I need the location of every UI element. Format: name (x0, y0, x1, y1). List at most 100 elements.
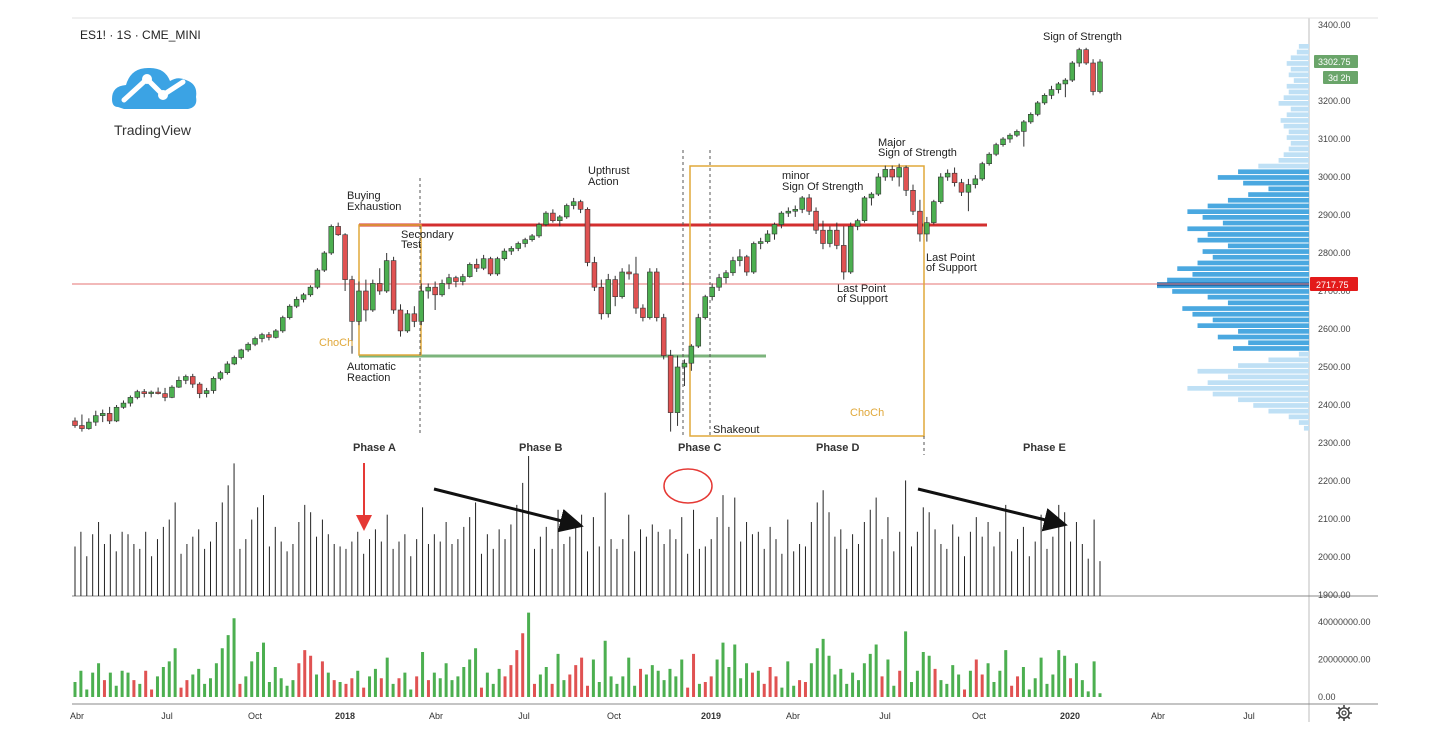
candle-body (709, 286, 715, 298)
candle (799, 196, 805, 214)
candle (494, 256, 501, 276)
candle-body (238, 349, 244, 358)
candle-body (584, 209, 591, 263)
volume-bar (568, 674, 572, 697)
volume-bar (426, 680, 430, 697)
volume-profile-bar (1192, 311, 1309, 317)
volume-bar (332, 680, 336, 697)
candle (910, 184, 916, 215)
volume-profile-bar (1227, 374, 1309, 380)
candle-body (446, 277, 452, 284)
volume-profile-bar (1207, 294, 1309, 300)
volume-bar (939, 680, 943, 697)
price-tick-label: 3400.00 (1318, 20, 1351, 30)
volume-bar (968, 670, 972, 697)
candle (619, 268, 625, 299)
volume-profile-bar (1238, 329, 1309, 334)
candle-body (654, 271, 660, 318)
candle-body (328, 226, 334, 254)
annotation-line: Sign Of Strength (782, 181, 863, 193)
volume-bar (1069, 678, 1073, 697)
volume-bar (438, 678, 442, 697)
candle-body (577, 201, 584, 210)
volume-bar (580, 657, 584, 697)
time-tick-label: Abr (70, 711, 84, 721)
volume-bar (609, 676, 613, 697)
volume-profile-bar (1248, 192, 1309, 197)
candle (286, 304, 293, 320)
volume-bar (1004, 650, 1008, 697)
candle (259, 332, 265, 343)
candle-body (487, 258, 494, 275)
candle (72, 417, 78, 428)
annotation-upthrust-action: Upthrust Action (588, 165, 630, 188)
candle (577, 199, 584, 214)
candle-body (965, 184, 972, 193)
candle-body (1090, 62, 1096, 92)
candle (134, 389, 141, 400)
candle-body (882, 169, 889, 178)
volume-bar (986, 663, 990, 697)
candle (210, 376, 217, 394)
candle-body (106, 413, 113, 422)
volume-bar (633, 685, 637, 697)
marked-price-value: 2717.75 (1316, 280, 1349, 290)
phase-label: Phase A (353, 442, 396, 454)
annotation-line: Exhaustion (347, 201, 401, 213)
candle-body (432, 286, 438, 296)
candle-body (377, 283, 383, 292)
candle (612, 275, 618, 307)
volume-profile-bar (1197, 260, 1309, 266)
last-price-value: 3302.75 (1318, 57, 1351, 67)
candle-body (737, 256, 743, 261)
candle-body (370, 283, 376, 311)
volume-bar (155, 676, 159, 697)
annotation-buying-exhaustion: Buying Exhaustion (347, 190, 401, 213)
volume-profile-bar (1197, 368, 1309, 374)
time-tick-label: Abr (429, 711, 443, 721)
candle (1055, 82, 1062, 94)
candle (93, 410, 99, 426)
settings-gear-icon[interactable] (1336, 705, 1352, 721)
volume-profile-bar (1290, 55, 1309, 61)
volume-bar (686, 687, 690, 697)
volume-bar (532, 683, 536, 697)
annotation-major-sos: Major Sign of Strength (878, 137, 957, 159)
volume-bar (326, 672, 330, 697)
candle (120, 400, 127, 409)
annotation-secondary-test: Secondary Test (401, 229, 454, 251)
candle-body (730, 260, 736, 274)
candle-body (494, 258, 501, 275)
volume-bar (79, 670, 83, 697)
volume-profile-bar (1278, 158, 1309, 163)
candle (702, 294, 708, 320)
volume-tick-label: 0.00 (1318, 692, 1336, 702)
volume-bar (173, 648, 177, 697)
candle (958, 178, 965, 196)
annotation-line: of Support (837, 293, 888, 305)
annotation-line: Action (588, 176, 619, 188)
candle-body (1014, 131, 1020, 136)
candle-body (231, 357, 238, 365)
volume-profile-bar (1187, 386, 1309, 391)
candle (688, 344, 695, 371)
candle (1076, 47, 1082, 67)
volume-profile-bar (1238, 169, 1309, 175)
volume-profile-bar (1217, 175, 1309, 180)
volume-profile-bar (1207, 232, 1309, 237)
candle-body (723, 272, 729, 279)
volume-bar (527, 612, 531, 697)
candle-body (99, 413, 106, 416)
candle (827, 226, 833, 248)
volume-bar (1016, 676, 1020, 697)
volume-bar (208, 678, 212, 697)
volume-bar (179, 687, 183, 697)
volume-profile-bar (1197, 237, 1309, 243)
candle (473, 258, 480, 272)
candle (432, 281, 438, 310)
candle (937, 173, 944, 204)
candle (841, 226, 847, 280)
candle (716, 273, 722, 291)
